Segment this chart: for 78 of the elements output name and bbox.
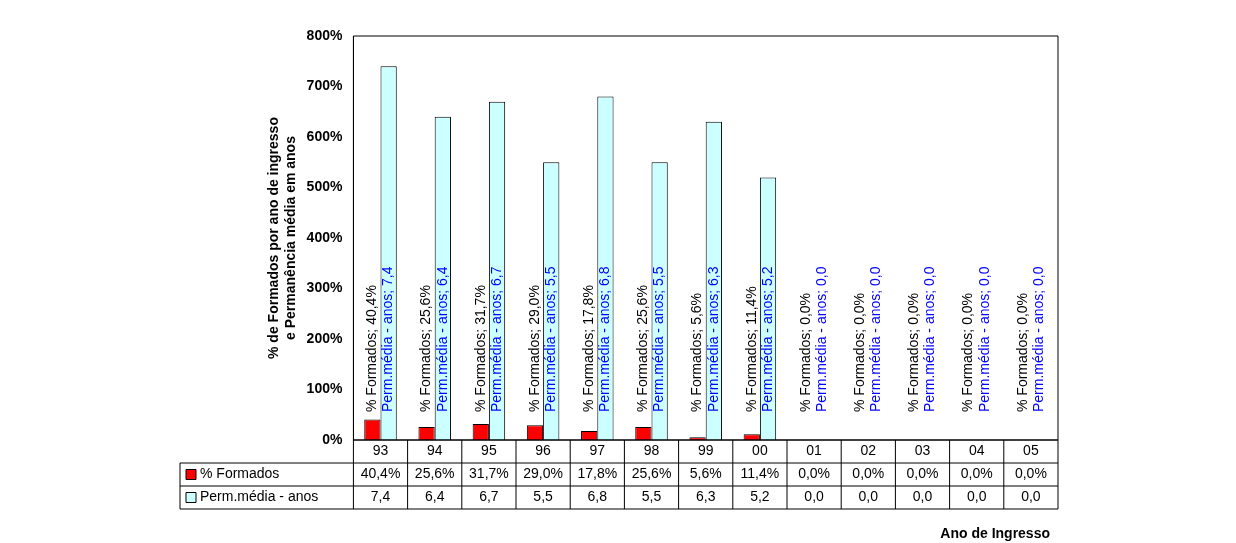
y-tick-label: 500%: [306, 178, 343, 195]
x-tick-label: 01: [806, 442, 823, 459]
annotation: Perm.média - anos; 0,0: [813, 266, 830, 412]
data-label: 6,3: [695, 488, 716, 505]
data-label: 5,5: [533, 488, 554, 505]
y-tick-label: 700%: [306, 77, 343, 94]
x-tick-label: 00: [752, 442, 768, 459]
data-label: 5,5: [641, 488, 662, 505]
x-tick-label: 95: [481, 442, 497, 459]
annotation: % Formados; 11,4%: [742, 286, 759, 412]
annotation: Perm.média - anos; 5,5: [542, 266, 559, 412]
annotation: % Formados; 29,0%: [525, 285, 542, 412]
y-tick-label: 200%: [306, 329, 343, 346]
data-label: 0,0: [1021, 488, 1041, 505]
x-tick-label: 94: [426, 442, 443, 459]
annotation: % Formados; 0,0%: [905, 292, 922, 412]
data-label: 0,0: [966, 488, 987, 505]
data-label: 0,0: [858, 488, 879, 505]
data-label: 6,7: [479, 488, 499, 505]
annotation: % Formados; 5,6%: [688, 292, 705, 412]
data-label: 5,2: [750, 488, 770, 505]
data-label: 0,0: [804, 488, 825, 505]
annotation: Perm.média - anos; 5,2: [758, 266, 775, 412]
x-tick-label: 02: [860, 442, 877, 459]
y-tick-label: 800%: [306, 26, 343, 43]
annotation: Perm.média - anos; 0,0: [975, 266, 992, 412]
annotation: % Formados; 0,0%: [1013, 292, 1030, 412]
annotation: Perm.média - anos; 5,5: [650, 266, 667, 412]
x-tick-label: 98: [643, 442, 660, 459]
annotation: % Formados; 31,7%: [471, 285, 488, 412]
legend-label: % Formados: [200, 465, 280, 482]
annotation: % Formados; 0,0%: [959, 292, 976, 412]
data-label: 6,8: [587, 488, 608, 505]
annotation: Perm.média - anos; 0,0: [921, 266, 938, 412]
legend-label: Perm.média - anos: [200, 488, 319, 505]
x-tick-label: 03: [914, 442, 931, 459]
data-label: 0,0: [912, 488, 933, 505]
x-tick-label: 93: [372, 442, 389, 459]
annotation: % Formados; 17,8%: [580, 285, 597, 412]
annotation: Perm.média - anos; 0,0: [1029, 266, 1046, 412]
data-label: 40,4%: [360, 465, 401, 482]
data-label: 6,4: [424, 488, 445, 505]
annotation: Perm.média - anos; 6,7: [487, 266, 504, 412]
data-label: 0,0%: [1014, 465, 1047, 482]
x-tick-label: 04: [968, 442, 985, 459]
annotation: % Formados; 40,4%: [363, 285, 380, 412]
data-label: 31,7%: [469, 465, 509, 482]
y-tick-label: 100%: [306, 380, 343, 397]
x-tick-label: 05: [1023, 442, 1039, 459]
x-tick-label: 96: [535, 442, 552, 459]
annotation: Perm.média - anos; 6,4: [433, 266, 450, 412]
annotation: % Formados; 0,0%: [796, 292, 813, 412]
y-tick-label: 300%: [306, 279, 343, 296]
data-label: 25,6%: [414, 465, 455, 482]
data-label: 0,0%: [798, 465, 831, 482]
x-tick-label: 97: [589, 442, 606, 459]
annotation: % Formados; 25,6%: [417, 285, 434, 412]
y-tick-label: 400%: [306, 228, 343, 245]
data-label: 7,4: [370, 488, 391, 505]
annotation: Perm.média - anos; 6,8: [596, 266, 613, 412]
data-label: 0,0%: [906, 465, 939, 482]
annotation: % Formados; 0,0%: [851, 292, 868, 412]
data-label: 5,6%: [689, 465, 722, 482]
data-label: 29,0%: [523, 465, 563, 482]
x-axis-title: Ano de Ingresso: [940, 524, 1050, 541]
y-axis-title: % de Formados por ano de ingresso e Permanência média em anos: [265, 117, 299, 359]
y-tick-label: 0%: [322, 430, 343, 447]
x-tick-label: 99: [697, 442, 714, 459]
data-label: 11,4%: [740, 465, 780, 482]
data-label: 0,0%: [852, 465, 885, 482]
annotation: Perm.média - anos; 6,3: [704, 266, 721, 412]
annotation: Perm.média - anos; 0,0: [867, 266, 884, 412]
y-tick-label: 600%: [306, 127, 343, 144]
annotation: Perm.média - anos; 7,4: [379, 266, 396, 412]
data-label: 17,8%: [577, 465, 618, 482]
annotation: % Formados; 25,6%: [634, 285, 651, 412]
data-label: 0,0%: [960, 465, 993, 482]
data-label: 25,6%: [631, 465, 672, 482]
